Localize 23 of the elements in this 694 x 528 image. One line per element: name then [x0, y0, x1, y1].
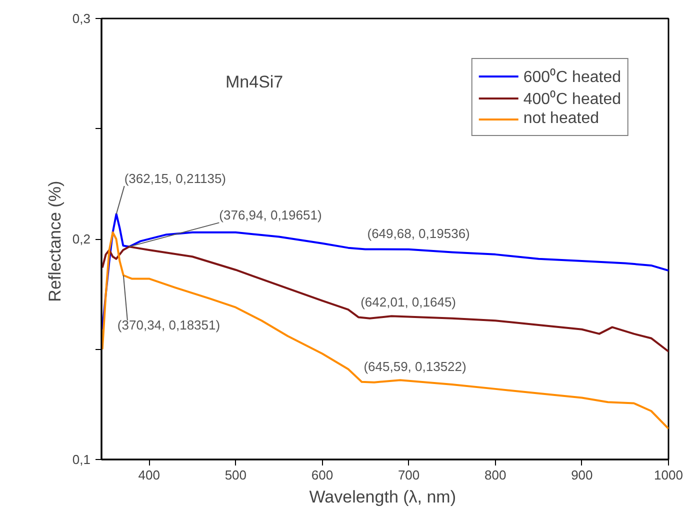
legend-label: not heated [523, 110, 599, 128]
x-axis-title: Wavelength (λ, nm) [309, 488, 456, 506]
y-tick-label: 0,1 [72, 452, 91, 467]
legend-label: 400⁰C heated [523, 89, 621, 109]
x-tick-label: 700 [398, 468, 420, 482]
annotation: (642,01, 0,1645) [360, 294, 456, 310]
annotation: (649,68, 0,19536) [367, 226, 470, 242]
x-tick-label: 400 [138, 468, 160, 482]
x-tick-label: 600 [311, 468, 334, 482]
annotation: (362,15, 0,21135) [124, 170, 226, 186]
annotation: (645,59, 0,13522) [364, 358, 466, 374]
annotation: Mn4Si7 [226, 72, 284, 92]
y-tick-label: 0,3 [72, 11, 91, 26]
x-tick-label: 500 [224, 468, 247, 482]
annotation: (376,94, 0,19651) [219, 208, 322, 223]
x-tick-label: 900 [571, 468, 593, 482]
line-series [102, 246, 668, 352]
x-tick-label: 800 [484, 468, 506, 482]
legend-label: 600⁰C heated [523, 67, 621, 87]
y-tick-label: 0,2 [72, 232, 91, 246]
y-axis-title: Reflectance (%) [45, 180, 64, 302]
annotation: (370,34, 0,18351) [117, 317, 220, 332]
x-tick-label: 1000 [654, 468, 683, 482]
